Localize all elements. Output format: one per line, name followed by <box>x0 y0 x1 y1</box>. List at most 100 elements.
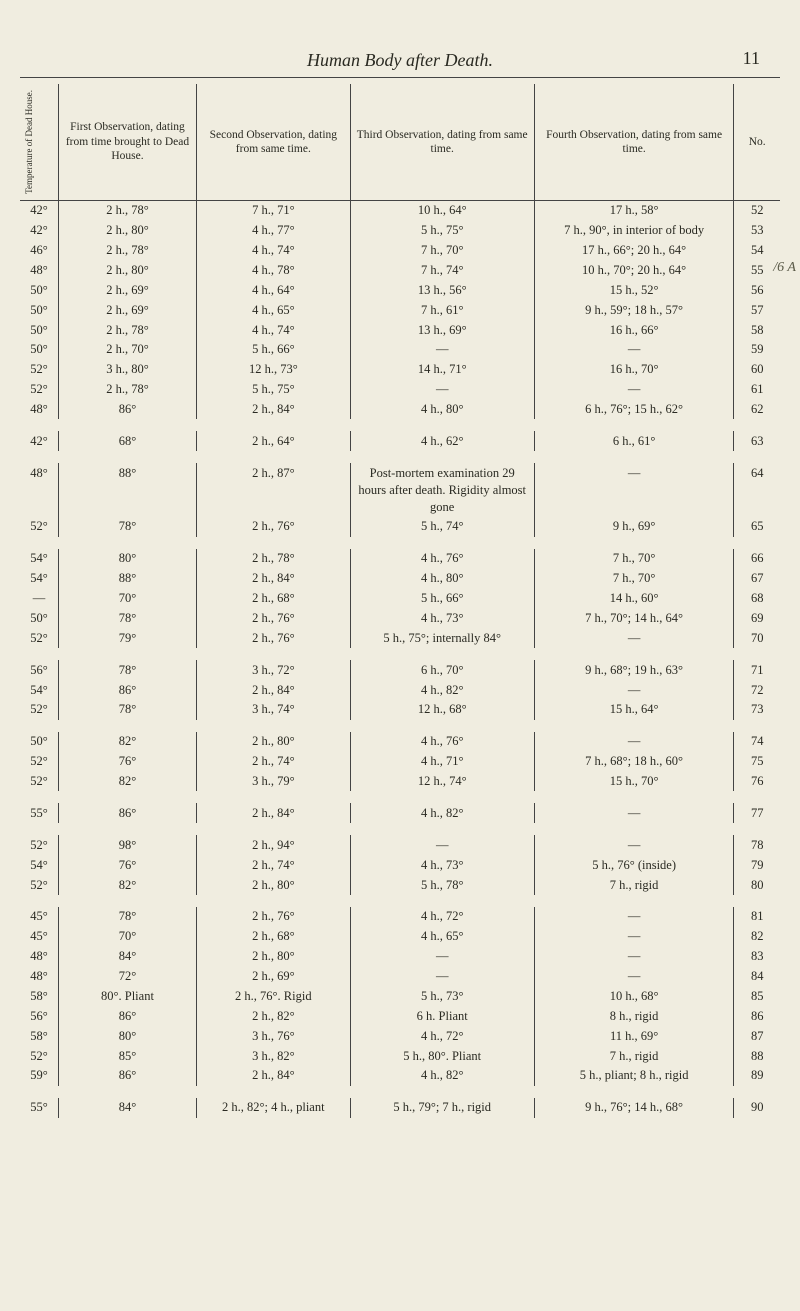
cell: 4 h., 82° <box>350 803 534 823</box>
cell: 2 h., 78° <box>58 380 196 400</box>
table-row: 52°2 h., 78°5 h., 75°——61 <box>20 380 780 400</box>
cell: 3 h., 82° <box>197 1046 351 1066</box>
cell: 54° <box>20 549 58 569</box>
cell: 79 <box>734 855 780 875</box>
cell: 52° <box>20 380 58 400</box>
table-row: 52°76°2 h., 74°4 h., 71°7 h., 68°; 18 h.… <box>20 752 780 772</box>
cell: 68 <box>734 589 780 609</box>
cell: 2 h., 78° <box>58 241 196 261</box>
cell: 79° <box>58 628 196 648</box>
cell: 84 <box>734 967 780 987</box>
cell: 4 h., 73° <box>350 608 534 628</box>
table-row <box>20 419 780 431</box>
cell: 2 h., 69° <box>58 300 196 320</box>
cell: 98° <box>58 835 196 855</box>
cell: 52° <box>20 360 58 380</box>
cell: 4 h., 80° <box>350 569 534 589</box>
table-row: 52°82°2 h., 80°5 h., 78°7 h., rigid80 <box>20 875 780 895</box>
cell: 5 h., 76° (inside) <box>534 855 734 875</box>
cell: 2 h., 74° <box>197 752 351 772</box>
cell: 4 h., 74° <box>197 320 351 340</box>
spacer-cell <box>20 791 780 803</box>
cell: 63 <box>734 431 780 451</box>
cell: 88 <box>734 1046 780 1066</box>
cell: 72 <box>734 680 780 700</box>
cell: 66 <box>734 549 780 569</box>
cell: 48° <box>20 967 58 987</box>
cell: 4 h., 65° <box>197 300 351 320</box>
table-row: 55°84°2 h., 82°; 4 h., pliant5 h., 79°; … <box>20 1098 780 1118</box>
cell: 62 <box>734 400 780 420</box>
cell: 80° <box>58 1026 196 1046</box>
table-row: 56°78°3 h., 72°6 h., 70°9 h., 68°; 19 h.… <box>20 660 780 680</box>
cell: 3 h., 72° <box>197 660 351 680</box>
cell: 5 h., 75° <box>197 380 351 400</box>
cell: 5 h., 74° <box>350 517 534 537</box>
cell: 88° <box>58 463 196 517</box>
cell: 4 h., 73° <box>350 855 534 875</box>
cell: 2 h., 76° <box>197 628 351 648</box>
cell: 78 <box>734 835 780 855</box>
cell: 59° <box>20 1066 58 1086</box>
cell: — <box>350 967 534 987</box>
cell: 2 h., 76°. Rigid <box>197 986 351 1006</box>
cell: 2 h., 84° <box>197 680 351 700</box>
table-row: 42°2 h., 78°7 h., 71°10 h., 64°17 h., 58… <box>20 200 780 220</box>
cell: 54 <box>734 241 780 261</box>
cell: 77 <box>734 803 780 823</box>
cell: 7 h., 74° <box>350 260 534 280</box>
cell: 85° <box>58 1046 196 1066</box>
cell: 9 h., 59°; 18 h., 57° <box>534 300 734 320</box>
table-row: 55°86°2 h., 84°4 h., 82°—77 <box>20 803 780 823</box>
cell: 52° <box>20 700 58 720</box>
cell: 80 <box>734 875 780 895</box>
cell: 2 h., 78° <box>197 549 351 569</box>
cell: 12 h., 68° <box>350 700 534 720</box>
cell: 5 h., pliant; 8 h., rigid <box>534 1066 734 1086</box>
cell: 82° <box>58 772 196 792</box>
cell: 14 h., 71° <box>350 360 534 380</box>
cell: 2 h., 84° <box>197 400 351 420</box>
table-row: 52°82°3 h., 79°12 h., 74°15 h., 70°76 <box>20 772 780 792</box>
cell: 48° <box>20 260 58 280</box>
cell: 50° <box>20 608 58 628</box>
cell: 2 h., 80° <box>197 875 351 895</box>
cell: 4 h., 72° <box>350 1026 534 1046</box>
cell: — <box>350 340 534 360</box>
cell: 17 h., 66°; 20 h., 64° <box>534 241 734 261</box>
table-row: —70°2 h., 68°5 h., 66°14 h., 60°68 <box>20 589 780 609</box>
cell: 46° <box>20 241 58 261</box>
cell: 9 h., 69° <box>534 517 734 537</box>
cell: 42° <box>20 221 58 241</box>
cell: 52° <box>20 628 58 648</box>
cell: 74 <box>734 732 780 752</box>
cell: 45° <box>20 907 58 927</box>
cell: 5 h., 66° <box>197 340 351 360</box>
table-row <box>20 823 780 835</box>
cell: 5 h., 66° <box>350 589 534 609</box>
cell: 2 h., 82° <box>197 1006 351 1026</box>
cell: 15 h., 52° <box>534 280 734 300</box>
cell: 16 h., 70° <box>534 360 734 380</box>
col-header-temp-label: Temperature of Dead House. <box>24 90 35 194</box>
cell: 2 h., 68° <box>197 589 351 609</box>
cell: 76° <box>58 855 196 875</box>
cell: 2 h., 69° <box>58 280 196 300</box>
table-row <box>20 1086 780 1098</box>
col-header-obs4: Fourth Observation, dating from same tim… <box>534 84 734 200</box>
cell: 84° <box>58 1098 196 1118</box>
cell: — <box>534 927 734 947</box>
cell: 88° <box>58 569 196 589</box>
cell: 2 h., 78° <box>58 320 196 340</box>
cell: 4 h., 80° <box>350 400 534 420</box>
table-row: 54°86°2 h., 84°4 h., 82°—72 <box>20 680 780 700</box>
cell: 59 <box>734 340 780 360</box>
cell: 52 <box>734 200 780 220</box>
cell: 9 h., 76°; 14 h., 68° <box>534 1098 734 1118</box>
cell: 17 h., 58° <box>534 200 734 220</box>
cell: 5 h., 79°; 7 h., rigid <box>350 1098 534 1118</box>
cell: 2 h., 78° <box>58 200 196 220</box>
cell: 2 h., 69° <box>197 967 351 987</box>
cell: 11 h., 69° <box>534 1026 734 1046</box>
cell: — <box>534 947 734 967</box>
